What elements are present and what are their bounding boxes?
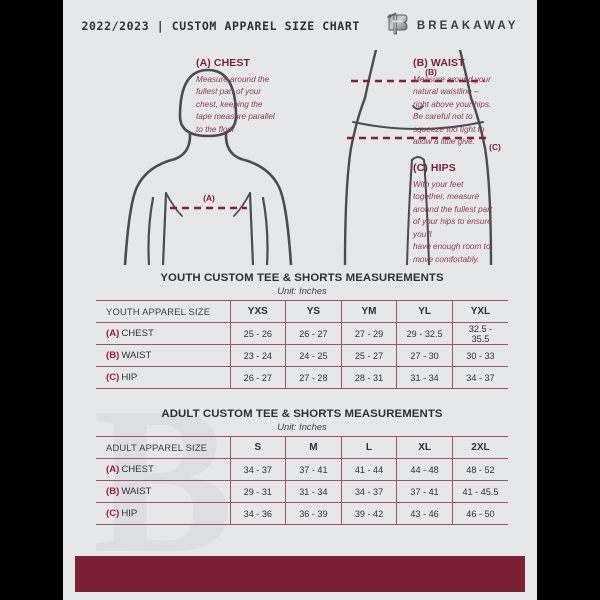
- youth-cell-value: 25 - 26: [230, 322, 287, 345]
- youth-cell-value: 25 - 27: [341, 344, 398, 367]
- measure-name: WAIST: [121, 486, 152, 497]
- measure-tag: (C): [106, 508, 120, 519]
- youth-size-table: YOUTH APPAREL SIZE YXS YS YM YL YXL (A) C…: [96, 300, 508, 389]
- size-chart-page: B 2022/2023 | CUSTOM APPAREL SIZE CHART: [63, 0, 537, 600]
- measure-tag: (C): [106, 372, 120, 383]
- measure-tag: (A): [106, 328, 120, 339]
- measure-tag: (B): [106, 486, 120, 497]
- adult-section-unit: Unit: Inches: [277, 421, 327, 432]
- measure-tag: (A): [106, 464, 120, 475]
- adult-cell-value: 48 - 52: [452, 458, 508, 481]
- adult-cell-value: 34 - 36: [230, 502, 287, 525]
- marker-label-c: (C): [489, 142, 501, 152]
- youth-cell-value: 28 - 31: [341, 366, 398, 389]
- adult-size-header: XL: [396, 436, 453, 459]
- measure-name: HIP: [121, 508, 138, 519]
- body-figures-svg: (A) (B) (C): [123, 50, 501, 265]
- table-header-row: YOUTH APPAREL SIZE YXS YS YM YL YXL: [96, 300, 508, 323]
- table-row: (A) CHEST 25 - 26 26 - 27 27 - 29 29 - 32…: [96, 322, 508, 345]
- adult-measure-label: (B) WAIST: [96, 480, 231, 503]
- adult-size-header: L: [341, 436, 398, 459]
- youth-measurements-section: YOUTH CUSTOM TEE & SHORTS MEASUREMENTS U…: [96, 272, 508, 389]
- adult-cell-value: 43 - 46: [396, 502, 453, 525]
- youth-cell-value: 30 - 33: [452, 344, 508, 367]
- lower-body-hips-figure: [343, 50, 493, 265]
- callout-chest-heading: (A) CHEST: [196, 57, 250, 69]
- measure-tag: (B): [106, 350, 120, 361]
- adult-measurements-section: ADULT CUSTOM TEE & SHORTS MEASUREMENTS U…: [96, 408, 508, 525]
- youth-section-title: YOUTH CUSTOM TEE & SHORTS MEASUREMENTS: [160, 272, 444, 284]
- youth-cell-value: 27 - 28: [285, 366, 342, 389]
- youth-cell-value: 26 - 27: [285, 322, 342, 345]
- footer-bar: [75, 556, 525, 592]
- youth-size-header: YXL: [452, 300, 508, 323]
- page-header: 2022/2023 | CUSTOM APPAREL SIZE CHART: [63, 0, 537, 52]
- youth-cell-value: 23 - 24: [230, 344, 287, 367]
- table-row: (B) WAIST 23 - 24 24 - 25 25 - 27 27 - 30…: [96, 344, 508, 367]
- youth-size-header: YXS: [230, 300, 287, 323]
- callout-waist-heading: (B) WAIST: [413, 57, 465, 69]
- measure-name: WAIST: [121, 350, 152, 361]
- adult-cell-value: 37 - 41: [285, 458, 342, 481]
- marker-label-b: (B): [425, 67, 437, 77]
- adult-cell-value: 36 - 39: [285, 502, 342, 525]
- adult-cell-value: 29 - 31: [230, 480, 287, 503]
- adult-measure-label: (A) CHEST: [96, 458, 231, 481]
- adult-cell-value: 34 - 37: [341, 480, 398, 503]
- adult-cell-value: 46 - 50: [452, 502, 508, 525]
- adult-size-header: M: [285, 436, 342, 459]
- brand-name: BREAKAWAY: [416, 20, 519, 32]
- callout-hips-body: With your feet together, measure around …: [413, 180, 493, 264]
- youth-cell-value: 29 - 32.5: [396, 322, 453, 345]
- measure-name: HIP: [121, 372, 138, 383]
- adult-cell-value: 41 - 44: [341, 458, 398, 481]
- table-row: (A) CHEST 34 - 37 37 - 41 41 - 44 44 - 48…: [96, 458, 508, 481]
- adult-cell-value: 39 - 42: [341, 502, 398, 525]
- youth-size-header: YS: [285, 300, 342, 323]
- youth-cell-value: 34 - 37: [452, 366, 508, 389]
- youth-cell-value: 24 - 25: [285, 344, 342, 367]
- measure-name: CHEST: [121, 464, 154, 475]
- table-row: (C) HIP 34 - 36 36 - 39 39 - 42 43 - 46 4…: [96, 502, 508, 525]
- callout-waist: (B) WAIST Measure around your natural wa…: [413, 57, 525, 149]
- adult-size-table: ADULT APPAREL SIZE S M L XL 2XL (A) CHEST…: [96, 436, 508, 525]
- brand-lockup: BREAKAWAY: [386, 11, 519, 41]
- upper-body-torso-figure: [123, 68, 293, 265]
- table-row: (C) HIP 26 - 27 27 - 28 28 - 31 31 - 34 3…: [96, 366, 508, 389]
- adult-section-title: ADULT CUSTOM TEE & SHORTS MEASUREMENTS: [161, 408, 443, 420]
- youth-size-header: YM: [341, 300, 398, 323]
- adult-size-header: 2XL: [452, 436, 508, 459]
- adult-row-header-label: ADULT APPAREL SIZE: [96, 436, 231, 459]
- youth-cell-value: 31 - 34: [396, 366, 453, 389]
- adult-cell-value: 44 - 48: [396, 458, 453, 481]
- table-header-row: ADULT APPAREL SIZE S M L XL 2XL: [96, 436, 508, 459]
- youth-cell-value: 26 - 27: [230, 366, 287, 389]
- adult-cell-value: 34 - 37: [230, 458, 287, 481]
- callout-chest: (A) CHEST Measure around the fullest par…: [196, 57, 300, 136]
- adult-cell-value: 41 - 45.5: [452, 480, 508, 503]
- adult-cell-value: 37 - 41: [396, 480, 453, 503]
- callout-hips-heading: (C) HIPS: [413, 162, 456, 174]
- adult-measure-label: (C) HIP: [96, 502, 231, 525]
- youth-size-header: YL: [396, 300, 453, 323]
- youth-measure-label: (C) HIP: [96, 366, 231, 389]
- youth-measure-label: (A) CHEST: [96, 322, 231, 345]
- measurement-illustration: (A) (B) (C) (A) CHEST Measure around the…: [63, 50, 537, 265]
- adult-size-header: S: [230, 436, 287, 459]
- youth-cell-value: 32.5 - 35.5: [452, 322, 508, 345]
- page-title: 2022/2023 | CUSTOM APPAREL SIZE CHART: [81, 19, 360, 33]
- youth-cell-value: 27 - 29: [341, 322, 398, 345]
- youth-section-unit: Unit: Inches: [277, 285, 327, 296]
- callout-hips: (C) HIPS With your feet together, measur…: [413, 162, 531, 266]
- youth-measure-label: (B) WAIST: [96, 344, 231, 367]
- measure-name: CHEST: [121, 328, 154, 339]
- table-row: (B) WAIST 29 - 31 31 - 34 34 - 37 37 - 41…: [96, 480, 508, 503]
- youth-cell-value: 27 - 30: [396, 344, 453, 367]
- marker-label-a: (A): [203, 193, 215, 203]
- youth-row-header-label: YOUTH APPAREL SIZE: [96, 300, 231, 323]
- breakaway-b-logo-icon: [386, 11, 408, 41]
- callout-chest-body: Measure around the fullest part of your …: [196, 75, 275, 134]
- callout-waist-body: Measure around your natural waistline – …: [413, 75, 492, 147]
- adult-cell-value: 31 - 34: [285, 480, 342, 503]
